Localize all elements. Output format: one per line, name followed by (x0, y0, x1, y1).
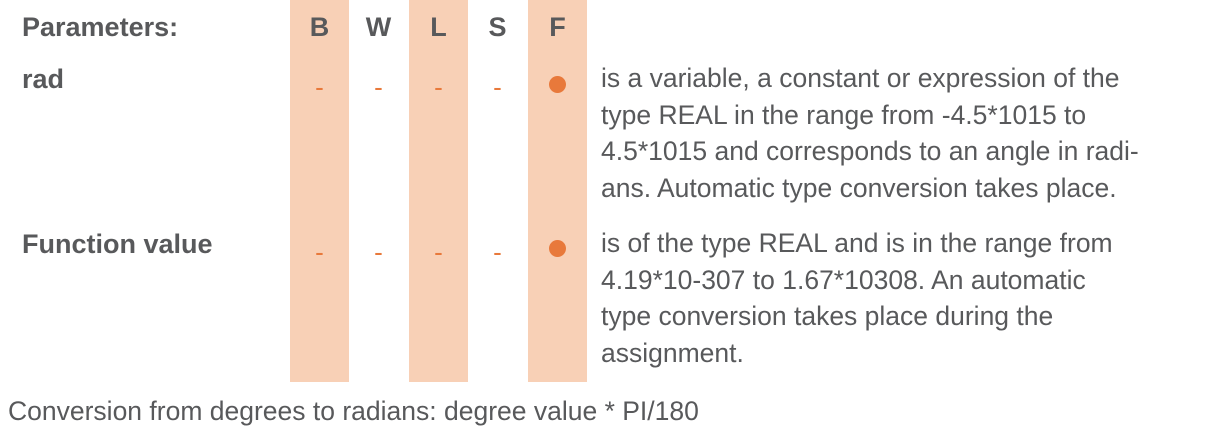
param-name-rad: rad (22, 64, 65, 94)
column-highlight-l (409, 0, 468, 382)
column-highlight-f (528, 0, 587, 382)
description-line: 4.5*1015 and corresponds to an angle in … (601, 136, 1139, 166)
column-highlight-b (290, 0, 349, 382)
param-name-function-value: Function value (22, 229, 213, 259)
dot-func-f (549, 240, 566, 257)
description-line: type conversion takes place during the (601, 301, 1054, 331)
description-line: ans. Automatic type conversion takes pla… (601, 172, 1117, 203)
description-line: type REAL in the range from -4.5*1015 to (601, 99, 1087, 130)
description-rad: is a variable, a constant or expression … (601, 60, 1201, 206)
mark-func-w: - (374, 237, 383, 267)
column-header-s: S (488, 12, 507, 42)
description-line: assignment. (601, 337, 744, 368)
column-header-b: B (309, 12, 330, 42)
description-line: is of the type REAL and is in the range … (601, 228, 1113, 258)
mark-rad-s: - (493, 72, 502, 102)
description-line: is a variable, a constant or expression … (601, 63, 1120, 93)
mark-func-b: - (315, 237, 324, 267)
parameters-heading: Parameters: (22, 12, 179, 42)
conversion-note: Conversion from degrees to radians: degr… (8, 396, 699, 426)
description-line: 4.19*10-307 to 1.67*10308. An automatic (601, 264, 1086, 295)
mark-rad-l: - (434, 72, 443, 102)
description-function-value: is of the type REAL and is in the range … (601, 225, 1201, 371)
mark-rad-w: - (374, 72, 383, 102)
mark-func-s: - (493, 237, 502, 267)
mark-rad-b: - (315, 72, 324, 102)
column-header-f: F (549, 12, 566, 42)
dot-rad-f (549, 76, 566, 93)
mark-func-l: - (434, 237, 443, 267)
column-header-w: W (365, 12, 392, 42)
column-header-l: L (430, 12, 447, 42)
